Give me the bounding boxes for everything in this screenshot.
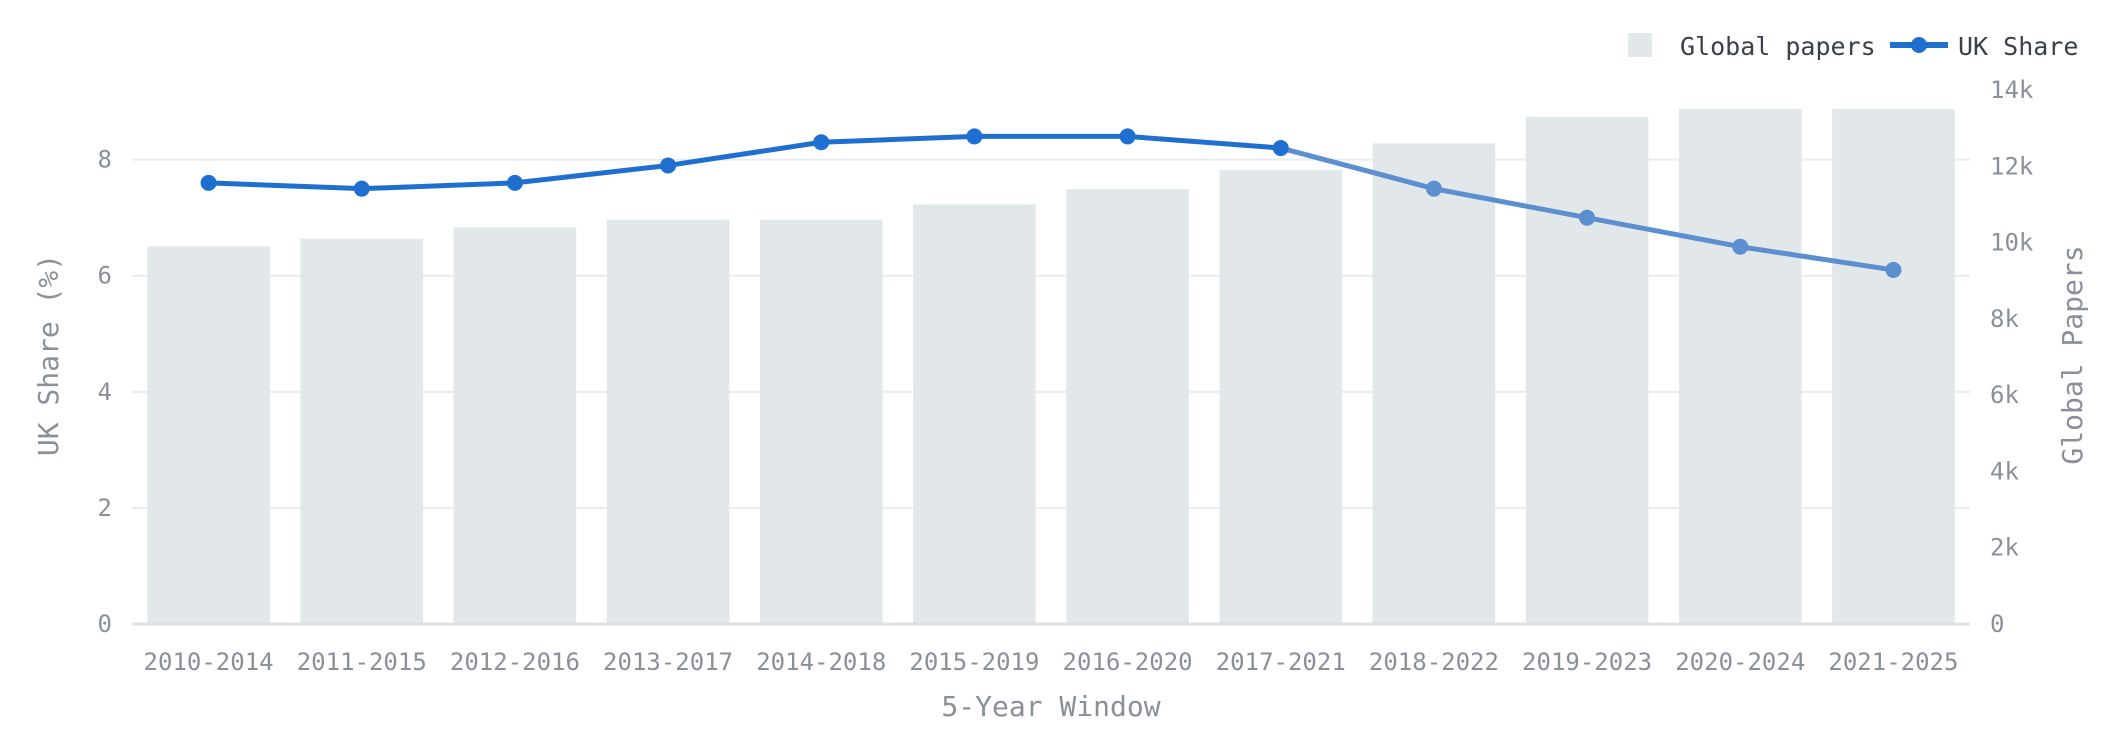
uk-share-point bbox=[1425, 180, 1442, 197]
bar-global-papers bbox=[147, 246, 270, 624]
uk-share-line-segment bbox=[512, 162, 671, 186]
legend: Global papers UK Share bbox=[1628, 32, 2078, 61]
legend-swatch-global-papers bbox=[1628, 33, 1652, 57]
left-axis-title: UK Share (%) bbox=[32, 254, 65, 456]
uk-share-line-segment bbox=[1125, 133, 1284, 151]
uk-share-line-segment bbox=[1737, 244, 1896, 273]
bar-global-papers bbox=[300, 238, 424, 624]
right-tick-label: 8k bbox=[1990, 305, 2019, 333]
bar-global-papers bbox=[913, 204, 1036, 624]
legend-label-global-papers: Global papers bbox=[1680, 32, 1876, 61]
uk-share-line-segment bbox=[206, 180, 365, 192]
x-tick-label: 2017-2021 bbox=[1216, 648, 1346, 676]
uk-share-line-segment bbox=[1584, 215, 1743, 250]
left-tick-label: 6 bbox=[98, 262, 112, 290]
legend-swatch-uk-share-dot bbox=[1911, 37, 1927, 53]
uk-share-point bbox=[966, 128, 983, 145]
right-tick-label: 10k bbox=[1990, 229, 2034, 257]
x-tick-label: 2013-2017 bbox=[603, 648, 733, 676]
uk-share-point bbox=[1272, 140, 1289, 157]
right-tick-label: 12k bbox=[1990, 152, 2034, 180]
right-tick-label: 6k bbox=[1990, 381, 2019, 409]
x-axis-ticks: 2010-2014 2011-2015 2012-2016 2013-2017 2014… bbox=[144, 648, 1959, 676]
bar-global-papers bbox=[1525, 116, 1649, 624]
uk-share-line-segment bbox=[359, 180, 518, 192]
uk-share-point bbox=[1579, 209, 1596, 226]
uk-share-point bbox=[660, 157, 677, 174]
left-tick-label: 2 bbox=[98, 494, 112, 522]
bar-series bbox=[147, 109, 1955, 625]
legend-label-uk-share: UK Share bbox=[1958, 32, 2078, 61]
uk-share-line-segment bbox=[1278, 145, 1437, 192]
uk-share-line-segment bbox=[1431, 186, 1590, 221]
grid-lines bbox=[132, 158, 1970, 509]
x-tick-label: 2014-2018 bbox=[756, 648, 886, 676]
x-tick-label: 2012-2016 bbox=[450, 648, 580, 676]
left-tick-label: 8 bbox=[98, 146, 112, 174]
x-tick-label: 2015-2019 bbox=[909, 648, 1039, 676]
uk-share-point bbox=[1119, 128, 1136, 145]
left-tick-label: 4 bbox=[98, 378, 112, 406]
left-axis-ticks: 0 2 4 6 8 bbox=[98, 146, 112, 638]
x-tick-label: 2011-2015 bbox=[297, 648, 427, 676]
bar-global-papers bbox=[759, 219, 883, 624]
right-tick-label: 14k bbox=[1990, 76, 2034, 104]
uk-share-point bbox=[1732, 238, 1749, 255]
x-tick-label: 2020-2024 bbox=[1675, 648, 1805, 676]
bar-global-papers bbox=[453, 227, 577, 625]
bar-global-papers bbox=[1066, 189, 1189, 624]
uk-share-point bbox=[353, 180, 370, 197]
x-axis-title: 5-Year Window bbox=[941, 690, 1160, 723]
right-tick-label: 2k bbox=[1990, 534, 2019, 562]
left-tick-label: 0 bbox=[98, 610, 112, 638]
uk-share-line-segment bbox=[665, 139, 824, 168]
right-axis-ticks: 0 2k 4k 6k 8k 10k 12k 14k bbox=[1990, 76, 2034, 638]
bar-global-papers bbox=[606, 219, 730, 624]
bar-global-papers bbox=[1678, 109, 1802, 625]
uk-share-point bbox=[813, 134, 830, 151]
bar-global-papers bbox=[1219, 170, 1343, 624]
line-series bbox=[200, 128, 1902, 278]
uk-share-point bbox=[506, 174, 523, 191]
uk-share-point bbox=[1885, 261, 1902, 278]
right-tick-label: 0 bbox=[1990, 610, 2004, 638]
bar-global-papers bbox=[1372, 143, 1496, 624]
right-tick-label: 4k bbox=[1990, 457, 2019, 485]
x-tick-label: 2016-2020 bbox=[1063, 648, 1193, 676]
x-tick-label: 2010-2014 bbox=[144, 648, 274, 676]
uk-share-line-segment bbox=[818, 133, 977, 145]
bar-global-papers bbox=[1832, 109, 1955, 625]
x-tick-label: 2019-2023 bbox=[1522, 648, 1652, 676]
x-tick-label: 2021-2025 bbox=[1828, 648, 1958, 676]
uk-share-point bbox=[200, 174, 217, 191]
x-tick-label: 2018-2022 bbox=[1369, 648, 1499, 676]
right-axis-title: Global Papers bbox=[2056, 245, 2089, 464]
